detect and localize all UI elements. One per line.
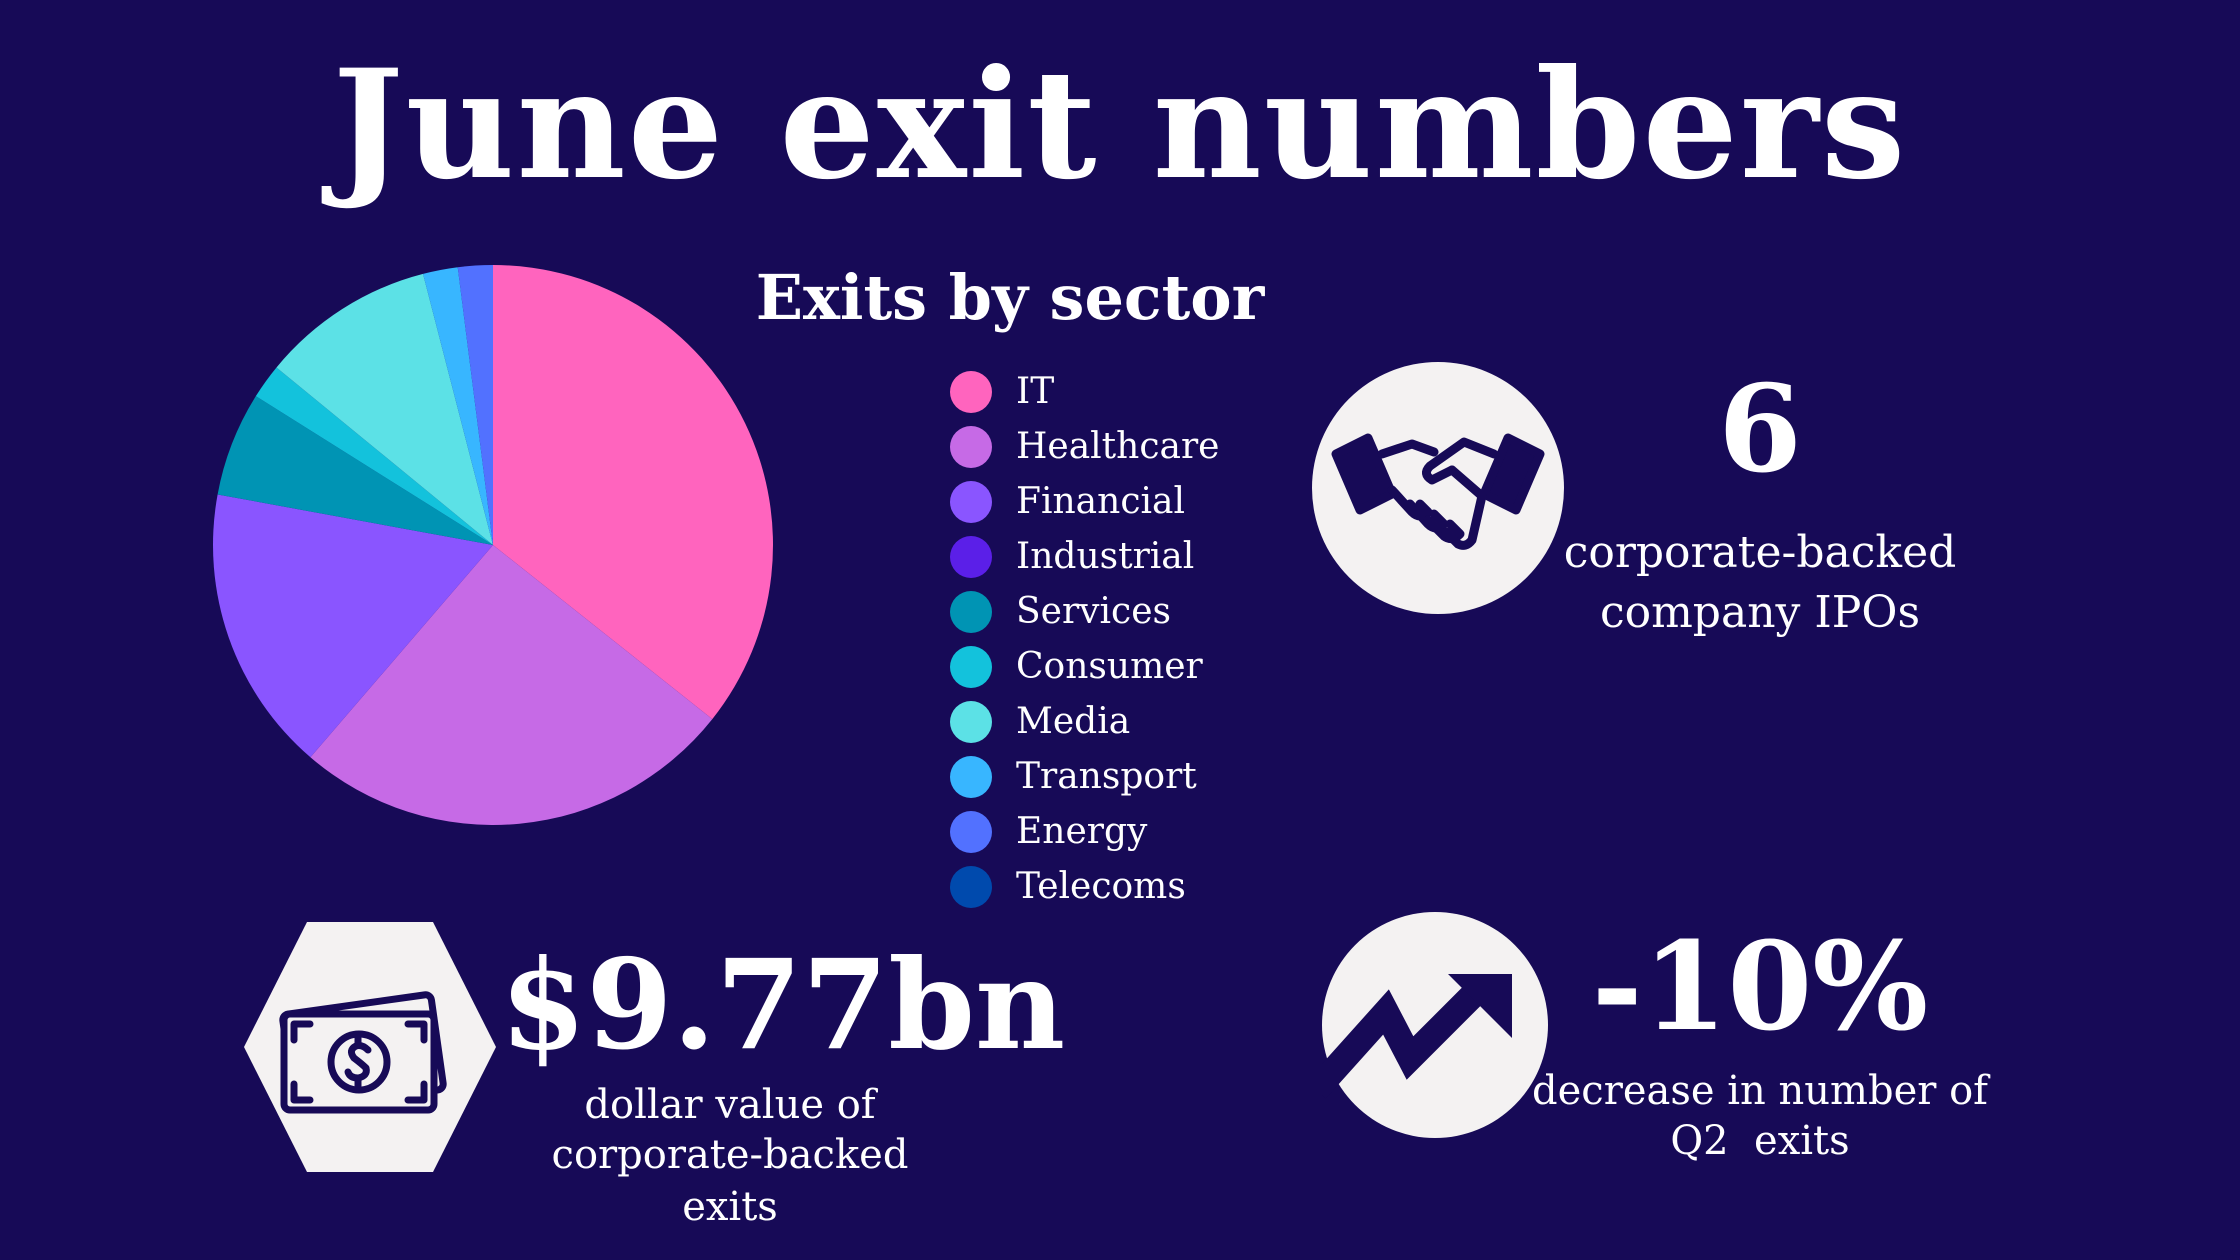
- trend-up-icon: [1306, 974, 1512, 1099]
- legend-swatch: [950, 810, 992, 853]
- dollar-value: $9.77bn: [500, 933, 1066, 1078]
- legend-item-healthcare: Healthcare: [950, 419, 1270, 474]
- pie-slice-healthcare: [310, 545, 713, 826]
- handshake-icon: [1331, 433, 1545, 550]
- ipo-count: 6: [1718, 359, 1802, 500]
- legend-swatch: [950, 535, 992, 578]
- legend-item-it: IT: [950, 364, 1270, 419]
- legend-label: Consumer: [1016, 645, 1203, 687]
- legend-label: Healthcare: [1016, 425, 1220, 467]
- legend-swatch: [950, 645, 992, 688]
- money-hexagon-badge: [244, 922, 496, 1172]
- legend-swatch: [950, 755, 992, 798]
- legend-swatch: [950, 480, 992, 523]
- legend-swatch: [950, 700, 992, 743]
- legend-item-consumer: Consumer: [950, 639, 1270, 694]
- legend-swatch: [950, 370, 992, 413]
- decrease-desc-line2: Q2 exits: [1670, 1118, 1850, 1164]
- pie-slice-media: [276, 273, 493, 545]
- decrease-value: -10%: [1591, 914, 1929, 1058]
- chart-title: Exits by sector: [755, 261, 1265, 334]
- trend-icon-badge: [1306, 912, 1548, 1138]
- pie-slice-energy: [457, 265, 493, 545]
- chart-legend: IT Healthcare Financial Industrial Services C…: [950, 364, 1270, 914]
- sector-pie-chart: [213, 265, 774, 826]
- pie-slice-financial: [213, 494, 493, 758]
- handshake-icon-badge: [1312, 362, 1564, 614]
- legend-item-transport: Transport: [950, 749, 1270, 804]
- ipo-desc-line2: company IPOs: [1599, 587, 1921, 638]
- legend-swatch: [950, 425, 992, 468]
- legend-item-media: Media: [950, 694, 1270, 749]
- decrease-desc-line1: decrease in number of: [1532, 1068, 1988, 1114]
- pie-slice-consumer: [255, 367, 493, 545]
- legend-swatch: [950, 865, 992, 908]
- legend-label: Transport: [1016, 755, 1197, 797]
- legend-item-energy: Energy: [950, 804, 1270, 859]
- page-title: June exit numbers: [332, 37, 1908, 213]
- legend-label: IT: [1016, 370, 1055, 412]
- pie-slice-it: [493, 265, 774, 720]
- legend-item-telecoms: Telecoms: [950, 859, 1270, 914]
- legend-label: Telecoms: [1016, 865, 1186, 907]
- legend-item-industrial: Industrial: [950, 529, 1270, 584]
- legend-label: Media: [1016, 700, 1131, 742]
- legend-label: Energy: [1016, 810, 1148, 852]
- legend-label: Services: [1016, 590, 1171, 632]
- ipo-desc-line1: corporate-backed: [1563, 527, 1957, 578]
- pie-slice-transport: [423, 267, 493, 545]
- legend-swatch: [950, 590, 992, 633]
- legend-label: Industrial: [1016, 535, 1195, 577]
- legend-item-financial: Financial: [950, 474, 1270, 529]
- legend-label: Financial: [1016, 480, 1185, 522]
- legend-item-services: Services: [950, 584, 1270, 639]
- money-bill-icon: [279, 991, 447, 1114]
- dollar-desc-line1: dollar value of: [584, 1082, 876, 1128]
- pie-slice-services: [217, 396, 494, 545]
- dollar-desc-line3: exits: [682, 1184, 778, 1230]
- dollar-desc-line2: corporate-backed: [551, 1132, 909, 1178]
